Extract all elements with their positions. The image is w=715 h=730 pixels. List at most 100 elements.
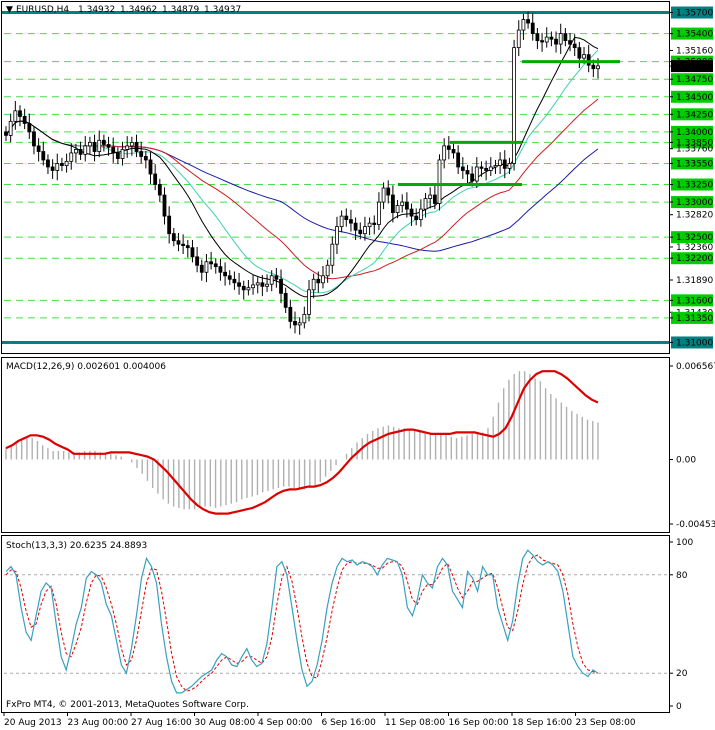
macd-tick-label: 0.00 bbox=[676, 456, 696, 466]
macd-signal-line bbox=[5, 370, 599, 515]
candle-body bbox=[558, 33, 563, 45]
candle bbox=[97, 130, 102, 158]
candle bbox=[446, 136, 451, 160]
candle bbox=[418, 199, 423, 227]
candle bbox=[549, 31, 554, 47]
candle-body bbox=[279, 278, 283, 294]
candle bbox=[36, 138, 41, 162]
candle-body bbox=[97, 139, 102, 152]
price-box-level bbox=[671, 196, 713, 209]
candle bbox=[41, 141, 46, 166]
candle bbox=[148, 152, 153, 184]
price-tick-label: 1.33850 bbox=[676, 138, 713, 148]
price-tick-label: 1.35400 bbox=[676, 30, 713, 40]
candle bbox=[363, 216, 367, 241]
candle bbox=[488, 157, 493, 177]
stoch-pane-frame bbox=[1, 535, 670, 713]
candle-body bbox=[530, 22, 535, 34]
candle bbox=[563, 27, 568, 47]
candle bbox=[409, 203, 414, 226]
candle bbox=[64, 153, 69, 173]
candle-body bbox=[582, 54, 586, 59]
candle bbox=[432, 185, 437, 210]
candle-body bbox=[586, 54, 591, 66]
candle bbox=[255, 277, 260, 294]
candle-body bbox=[204, 261, 209, 273]
candle-body bbox=[27, 123, 32, 133]
candle-body bbox=[395, 205, 400, 214]
axes: 1.357001.354001.351601.350001.349371.347… bbox=[3, 6, 715, 728]
candle bbox=[167, 206, 172, 244]
candle bbox=[568, 32, 572, 52]
candle bbox=[330, 236, 335, 274]
candle-body bbox=[404, 201, 409, 210]
ma-teal-line bbox=[5, 49, 599, 294]
candle bbox=[195, 246, 200, 273]
candle-body bbox=[321, 275, 325, 284]
candle-body bbox=[32, 131, 36, 147]
price-box-level bbox=[671, 157, 713, 170]
candle-body bbox=[199, 264, 204, 273]
candle-body bbox=[460, 166, 465, 171]
candle bbox=[111, 137, 116, 163]
candle-body bbox=[498, 159, 503, 166]
candle bbox=[484, 160, 489, 181]
candle-body bbox=[171, 233, 176, 242]
candle-body bbox=[181, 243, 186, 246]
candle bbox=[544, 27, 549, 48]
price-box-level bbox=[671, 136, 713, 149]
copyright-credit: FxPro MT4, © 2001-2013, MetaQuotes Softw… bbox=[6, 700, 249, 710]
stoch-tick-label: 100 bbox=[676, 538, 693, 548]
price-tick-label: 1.34937 bbox=[676, 62, 713, 72]
candle bbox=[88, 136, 92, 155]
candle bbox=[204, 254, 209, 283]
stoch-tick-label: 20 bbox=[676, 669, 688, 679]
candle-body bbox=[377, 201, 381, 225]
candle-body bbox=[512, 47, 516, 164]
candle-body bbox=[260, 282, 265, 287]
candle bbox=[139, 141, 144, 164]
candle bbox=[395, 199, 400, 219]
candle bbox=[321, 265, 325, 289]
macd-chart bbox=[5, 370, 599, 515]
macd-pane-frame bbox=[1, 357, 670, 533]
price-tick-label: 1.31000 bbox=[676, 338, 713, 348]
candle bbox=[13, 100, 18, 130]
candle-body bbox=[78, 149, 83, 155]
date-tick-label: 16 Sep 00:00 bbox=[449, 718, 509, 728]
candle-body bbox=[50, 166, 55, 171]
candle bbox=[185, 239, 190, 258]
candle-body bbox=[367, 222, 372, 228]
candle bbox=[237, 272, 241, 295]
candle-body bbox=[577, 47, 582, 59]
stoch-tick-label: 0 bbox=[676, 702, 682, 712]
price-tick-label: 1.35160 bbox=[676, 46, 713, 56]
candle-body bbox=[232, 278, 237, 284]
candle bbox=[404, 192, 409, 218]
ma-red-line bbox=[5, 98, 599, 280]
candle bbox=[162, 187, 167, 225]
date-tick-label: 27 Aug 16:00 bbox=[131, 718, 192, 728]
candle bbox=[227, 270, 232, 285]
candle bbox=[279, 269, 283, 304]
candle bbox=[32, 126, 36, 155]
candle-body bbox=[148, 159, 153, 175]
price-tick-label: 1.34750 bbox=[676, 75, 713, 85]
candle-body bbox=[572, 43, 577, 49]
candle-body bbox=[311, 278, 316, 291]
candle-body bbox=[8, 120, 13, 136]
candle-body bbox=[227, 275, 232, 280]
candle bbox=[377, 192, 381, 231]
candle bbox=[260, 275, 265, 297]
price-tick-label: 1.31600 bbox=[676, 296, 713, 306]
candle bbox=[283, 287, 288, 313]
price-tick-label: 1.32360 bbox=[676, 243, 713, 253]
candle bbox=[335, 216, 339, 255]
candle-body bbox=[134, 141, 139, 152]
candle bbox=[339, 210, 344, 233]
date-tick-label: 11 Sep 08:00 bbox=[385, 718, 445, 728]
ohlc-high: 1.34962 bbox=[120, 5, 157, 15]
candle-body bbox=[293, 321, 297, 326]
candle-body bbox=[339, 215, 344, 228]
